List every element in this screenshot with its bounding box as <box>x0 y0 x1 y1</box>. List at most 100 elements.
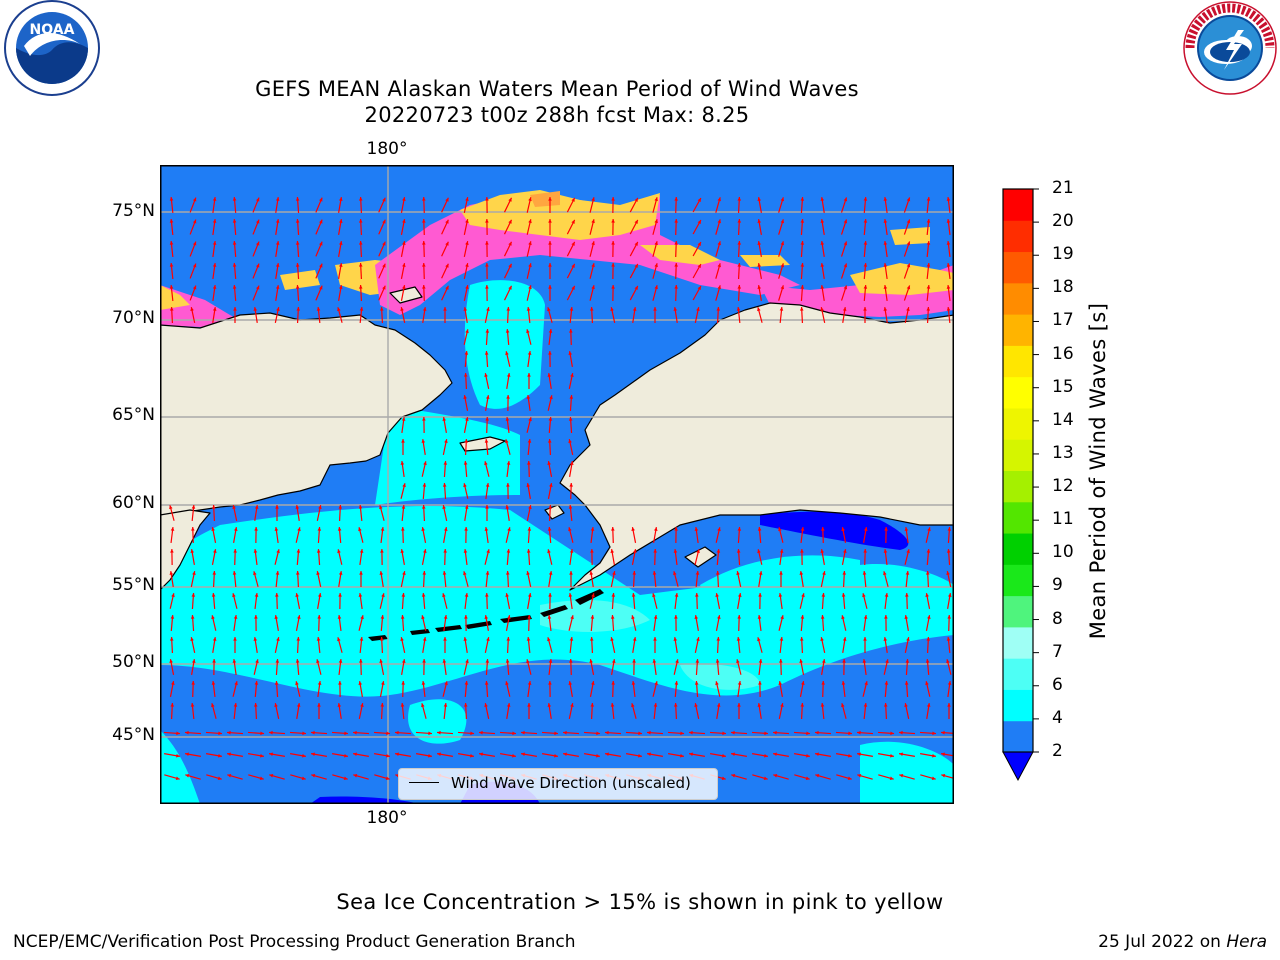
wind-wave-arrowhead <box>337 307 341 312</box>
wind-wave-arrowhead <box>674 615 678 619</box>
wind-wave-arrowhead <box>857 774 862 778</box>
nws-logo <box>1183 1 1277 95</box>
wind-wave-arrowhead <box>338 505 343 509</box>
wind-wave-arrowhead <box>338 659 343 663</box>
wind-wave-arrowhead <box>422 197 426 201</box>
land-alaska <box>559 302 954 591</box>
wind-wave-arrowhead <box>464 593 469 597</box>
wind-wave-arrowhead <box>484 439 489 443</box>
wind-wave-arrowhead <box>233 637 237 641</box>
wind-wave-arrowhead <box>464 439 469 443</box>
wind-wave-arrowhead <box>848 731 852 736</box>
wind-wave-arrowhead <box>547 439 552 443</box>
wind-wave-arrowhead <box>401 439 405 443</box>
wind-wave-arrowhead <box>737 593 742 597</box>
wind-wave-arrowhead <box>673 307 678 311</box>
wind-wave-arrowhead <box>800 263 805 267</box>
colorbar-segment <box>1003 220 1033 253</box>
wind-wave-arrowhead <box>820 241 825 245</box>
wind-wave-arrowhead <box>443 549 447 553</box>
wind-wave-arrowhead <box>737 703 741 707</box>
wind-wave-arrowhead <box>486 549 490 554</box>
wind-wave-arrowhead <box>527 461 531 465</box>
wind-wave-arrowhead <box>716 703 721 707</box>
wind-wave-arrowhead <box>358 681 363 685</box>
wind-wave-arrowhead <box>276 549 280 554</box>
wind-wave-arrowhead <box>674 681 679 685</box>
lon-label-top: 180° <box>366 139 408 159</box>
wind-wave-arrowhead <box>885 659 889 664</box>
wind-wave-arrowhead <box>841 593 846 597</box>
wind-wave-arrowhead <box>379 659 383 663</box>
wind-wave-arrowhead <box>508 197 512 202</box>
wind-wave-arrowhead <box>857 730 861 735</box>
wind-wave-arrowhead <box>337 637 341 642</box>
wind-wave-arrowhead <box>254 505 259 509</box>
colorbar-segment <box>1003 658 1033 690</box>
wind-wave-arrowhead <box>610 615 615 619</box>
wind-wave-arrowhead <box>211 593 216 597</box>
wind-wave-arrowhead <box>421 593 426 597</box>
wind-wave-arrowhead <box>295 197 300 201</box>
wind-wave-arrowhead <box>590 615 595 619</box>
wind-wave-arrowhead <box>269 774 274 778</box>
wind-wave-arrowhead <box>674 527 678 531</box>
wind-wave-arrowhead <box>946 549 951 553</box>
wind-wave-arrowhead <box>338 219 343 223</box>
wind-wave-arrowhead <box>547 527 552 531</box>
wind-wave-arrowhead <box>212 637 217 641</box>
wind-wave-arrowhead <box>638 753 642 758</box>
wind-wave-arrowhead <box>506 549 511 553</box>
wind-wave-arrowhead <box>589 659 593 663</box>
wind-wave-arrowhead <box>736 307 741 311</box>
wind-wave-arrowhead <box>505 417 510 421</box>
land-st-lawrence-island <box>459 436 506 452</box>
wind-wave-arrowhead <box>697 286 701 291</box>
wind-wave-arrowhead <box>568 505 573 509</box>
wind-wave-arrowhead <box>841 615 845 620</box>
wind-wave-arrowhead <box>527 527 532 531</box>
wind-wave-arrowhead <box>842 307 847 311</box>
wind-wave-arrowhead <box>689 752 693 757</box>
wind-wave-arrowhead <box>445 263 449 268</box>
wind-wave-arrowhead <box>548 505 553 509</box>
wind-wave-arrowhead <box>722 731 726 736</box>
wind-wave-arrowhead <box>925 571 930 575</box>
wind-wave-arrowhead <box>736 637 741 641</box>
wind-wave-arrowhead <box>275 263 280 267</box>
wind-wave-arrowhead <box>232 659 237 663</box>
wind-wave-arrowhead <box>255 285 260 290</box>
wind-wave-arrowhead <box>212 307 217 311</box>
wind-wave-arrowhead <box>569 329 573 333</box>
wind-wave-arrowhead <box>528 197 532 202</box>
wind-wave-arrowhead <box>569 571 573 575</box>
wind-wave-arrowhead <box>233 549 237 553</box>
wind-wave-arrowhead <box>780 197 785 202</box>
wind-wave-arrowhead <box>863 637 867 641</box>
wind-wave-arrowhead <box>232 219 237 223</box>
wind-wave-arrowhead <box>526 637 531 641</box>
wind-wave-arrowhead <box>255 219 260 224</box>
wind-wave-arrowhead <box>337 527 342 531</box>
wind-wave-arrowhead <box>568 439 572 444</box>
wind-wave-arrowhead <box>526 659 530 664</box>
colorbar-tick-label: 9 <box>1052 575 1063 596</box>
wind-wave-arrowhead <box>947 681 952 685</box>
wind-wave-arrowhead <box>883 197 888 201</box>
wind-wave-arrowhead <box>731 730 735 735</box>
lat-label-75: 75°N <box>112 201 155 221</box>
wind-wave-arrowhead <box>563 730 567 735</box>
wind-wave-arrowhead <box>906 307 910 312</box>
wind-wave-arrowhead <box>653 703 658 707</box>
wind-wave-arrowhead <box>674 219 678 223</box>
wind-wave-arrowhead <box>843 263 848 268</box>
wind-wave-arrowhead <box>591 593 595 598</box>
wind-wave-arrowhead <box>191 505 196 509</box>
wind-wave-arrowhead <box>673 549 678 553</box>
wind-wave-arrowhead <box>947 615 951 619</box>
wind-wave-arrowhead <box>218 731 222 736</box>
wind-wave-arrowhead <box>319 263 323 268</box>
colorbar-segment <box>1003 470 1033 503</box>
wind-wave-arrowhead <box>763 776 768 780</box>
wind-wave-arrowhead <box>611 219 615 223</box>
